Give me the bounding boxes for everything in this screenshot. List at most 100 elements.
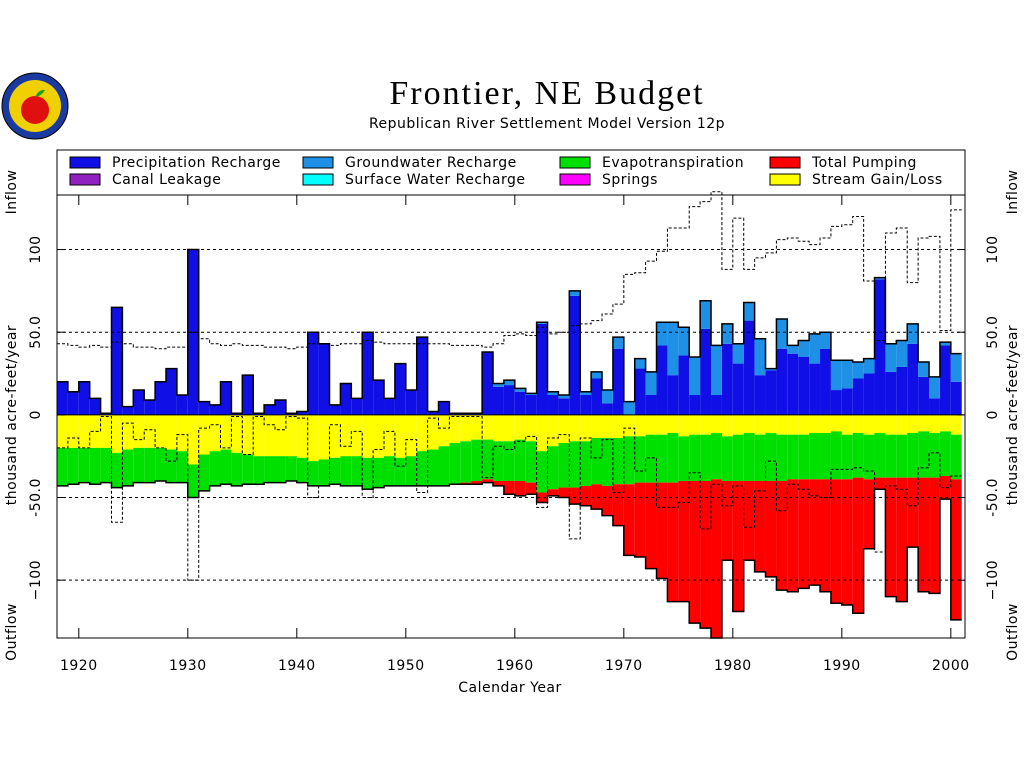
bar-segment xyxy=(667,322,679,376)
bar-segment xyxy=(602,390,613,404)
bar-segment xyxy=(798,479,810,589)
bar-segment xyxy=(569,414,581,442)
bar-segment xyxy=(427,449,439,486)
bar-segment xyxy=(362,414,374,458)
bar-segment xyxy=(362,457,374,490)
y-tick-label-right: -50.0 xyxy=(985,478,1001,517)
bar-segment xyxy=(285,414,297,457)
bar-segment xyxy=(580,441,592,486)
bar-segment xyxy=(863,479,875,549)
bar-segment xyxy=(939,431,951,477)
bar-segment xyxy=(100,447,112,483)
bar-segment xyxy=(743,302,755,321)
bar-segment xyxy=(754,375,766,415)
y-tick-label-right: 0 xyxy=(985,410,1001,419)
bar-segment xyxy=(645,395,657,415)
bar-segment xyxy=(939,345,951,415)
x-tick-label: 1970 xyxy=(605,658,643,674)
bar-segment xyxy=(220,449,232,485)
bar-segment xyxy=(275,414,286,457)
bar-segment xyxy=(307,461,319,486)
bar-segment xyxy=(558,395,570,399)
bar-segment xyxy=(569,487,581,505)
inflow-outline xyxy=(57,248,962,414)
y-tick-label-right: 100 xyxy=(985,235,1001,263)
x-axis-label: Calendar Year xyxy=(458,680,562,696)
bar-segment xyxy=(580,391,592,396)
bar-segment xyxy=(612,484,624,526)
bar-segment xyxy=(809,333,821,364)
bar-segment xyxy=(296,414,308,458)
bar-segment xyxy=(209,414,221,452)
bar-segment xyxy=(820,433,831,480)
bar-segment xyxy=(67,447,79,485)
bar-segment xyxy=(798,356,810,415)
x-tick-label: 1930 xyxy=(169,658,207,674)
bar-segment xyxy=(907,323,919,344)
bar-segment xyxy=(275,399,286,415)
bar-segment xyxy=(885,343,897,372)
bar-segment xyxy=(133,390,145,415)
bar-segment xyxy=(841,388,853,415)
bar-segment xyxy=(634,368,646,415)
bar-segment xyxy=(547,414,559,447)
bar-segment xyxy=(536,492,548,503)
bar-segment xyxy=(918,431,930,478)
bar-segment xyxy=(678,480,690,602)
bar-segment xyxy=(689,395,701,415)
bar-segment xyxy=(787,345,799,354)
bar-segment xyxy=(275,456,286,483)
bar-segment xyxy=(253,413,265,415)
bar-segment xyxy=(198,401,210,415)
bar-segment xyxy=(122,449,134,486)
bar-segment xyxy=(602,485,613,516)
bar-segment xyxy=(711,395,722,415)
bar-segment xyxy=(711,345,722,396)
bar-segment xyxy=(285,413,297,415)
bar-segment xyxy=(743,320,755,415)
legend-label: Surface Water Recharge xyxy=(345,172,526,188)
bar-segment xyxy=(329,457,341,485)
bar-segment xyxy=(405,456,417,486)
bar-segment xyxy=(285,456,297,481)
bar-segment xyxy=(89,414,101,448)
bar-segment xyxy=(950,434,962,480)
bar-segment xyxy=(242,375,254,415)
bar-segment xyxy=(416,414,428,452)
bar-segment xyxy=(645,482,657,569)
bar-segment xyxy=(580,395,592,415)
x-tick-label: 1940 xyxy=(278,658,316,674)
bar-segment xyxy=(896,340,908,367)
bar-segment xyxy=(765,414,777,434)
y-tick-label-right: 50.0 xyxy=(985,316,1001,349)
bar-segment xyxy=(645,434,657,483)
bar-segment xyxy=(242,414,254,455)
bar-segment xyxy=(841,434,853,480)
bar-segment xyxy=(144,399,156,415)
logo xyxy=(1,72,69,140)
x-tick-label: 1960 xyxy=(496,658,534,674)
bar-segment xyxy=(100,414,112,448)
bar-segment xyxy=(318,414,330,460)
bar-segment xyxy=(689,434,701,481)
bar-segment xyxy=(427,411,439,415)
bar-segment xyxy=(700,328,712,415)
bar-segment xyxy=(656,414,668,435)
bar-segment xyxy=(612,337,624,349)
y-tick-label: -50.0 xyxy=(28,478,44,517)
bar-segment xyxy=(187,414,199,465)
bar-segment xyxy=(798,434,810,480)
bar-segment xyxy=(493,441,504,481)
bar-segment xyxy=(841,360,853,389)
bar-segment xyxy=(187,464,199,498)
bar-segment xyxy=(929,477,940,594)
bar-segment xyxy=(547,489,559,496)
bar-segment xyxy=(743,433,755,481)
bar-segment xyxy=(656,345,668,415)
bar-segment xyxy=(667,482,679,602)
bar-segment xyxy=(493,480,504,486)
bar-segment xyxy=(896,414,908,435)
bar-segment xyxy=(67,391,79,415)
bar-segment xyxy=(591,484,603,510)
bar-segment xyxy=(939,476,951,500)
